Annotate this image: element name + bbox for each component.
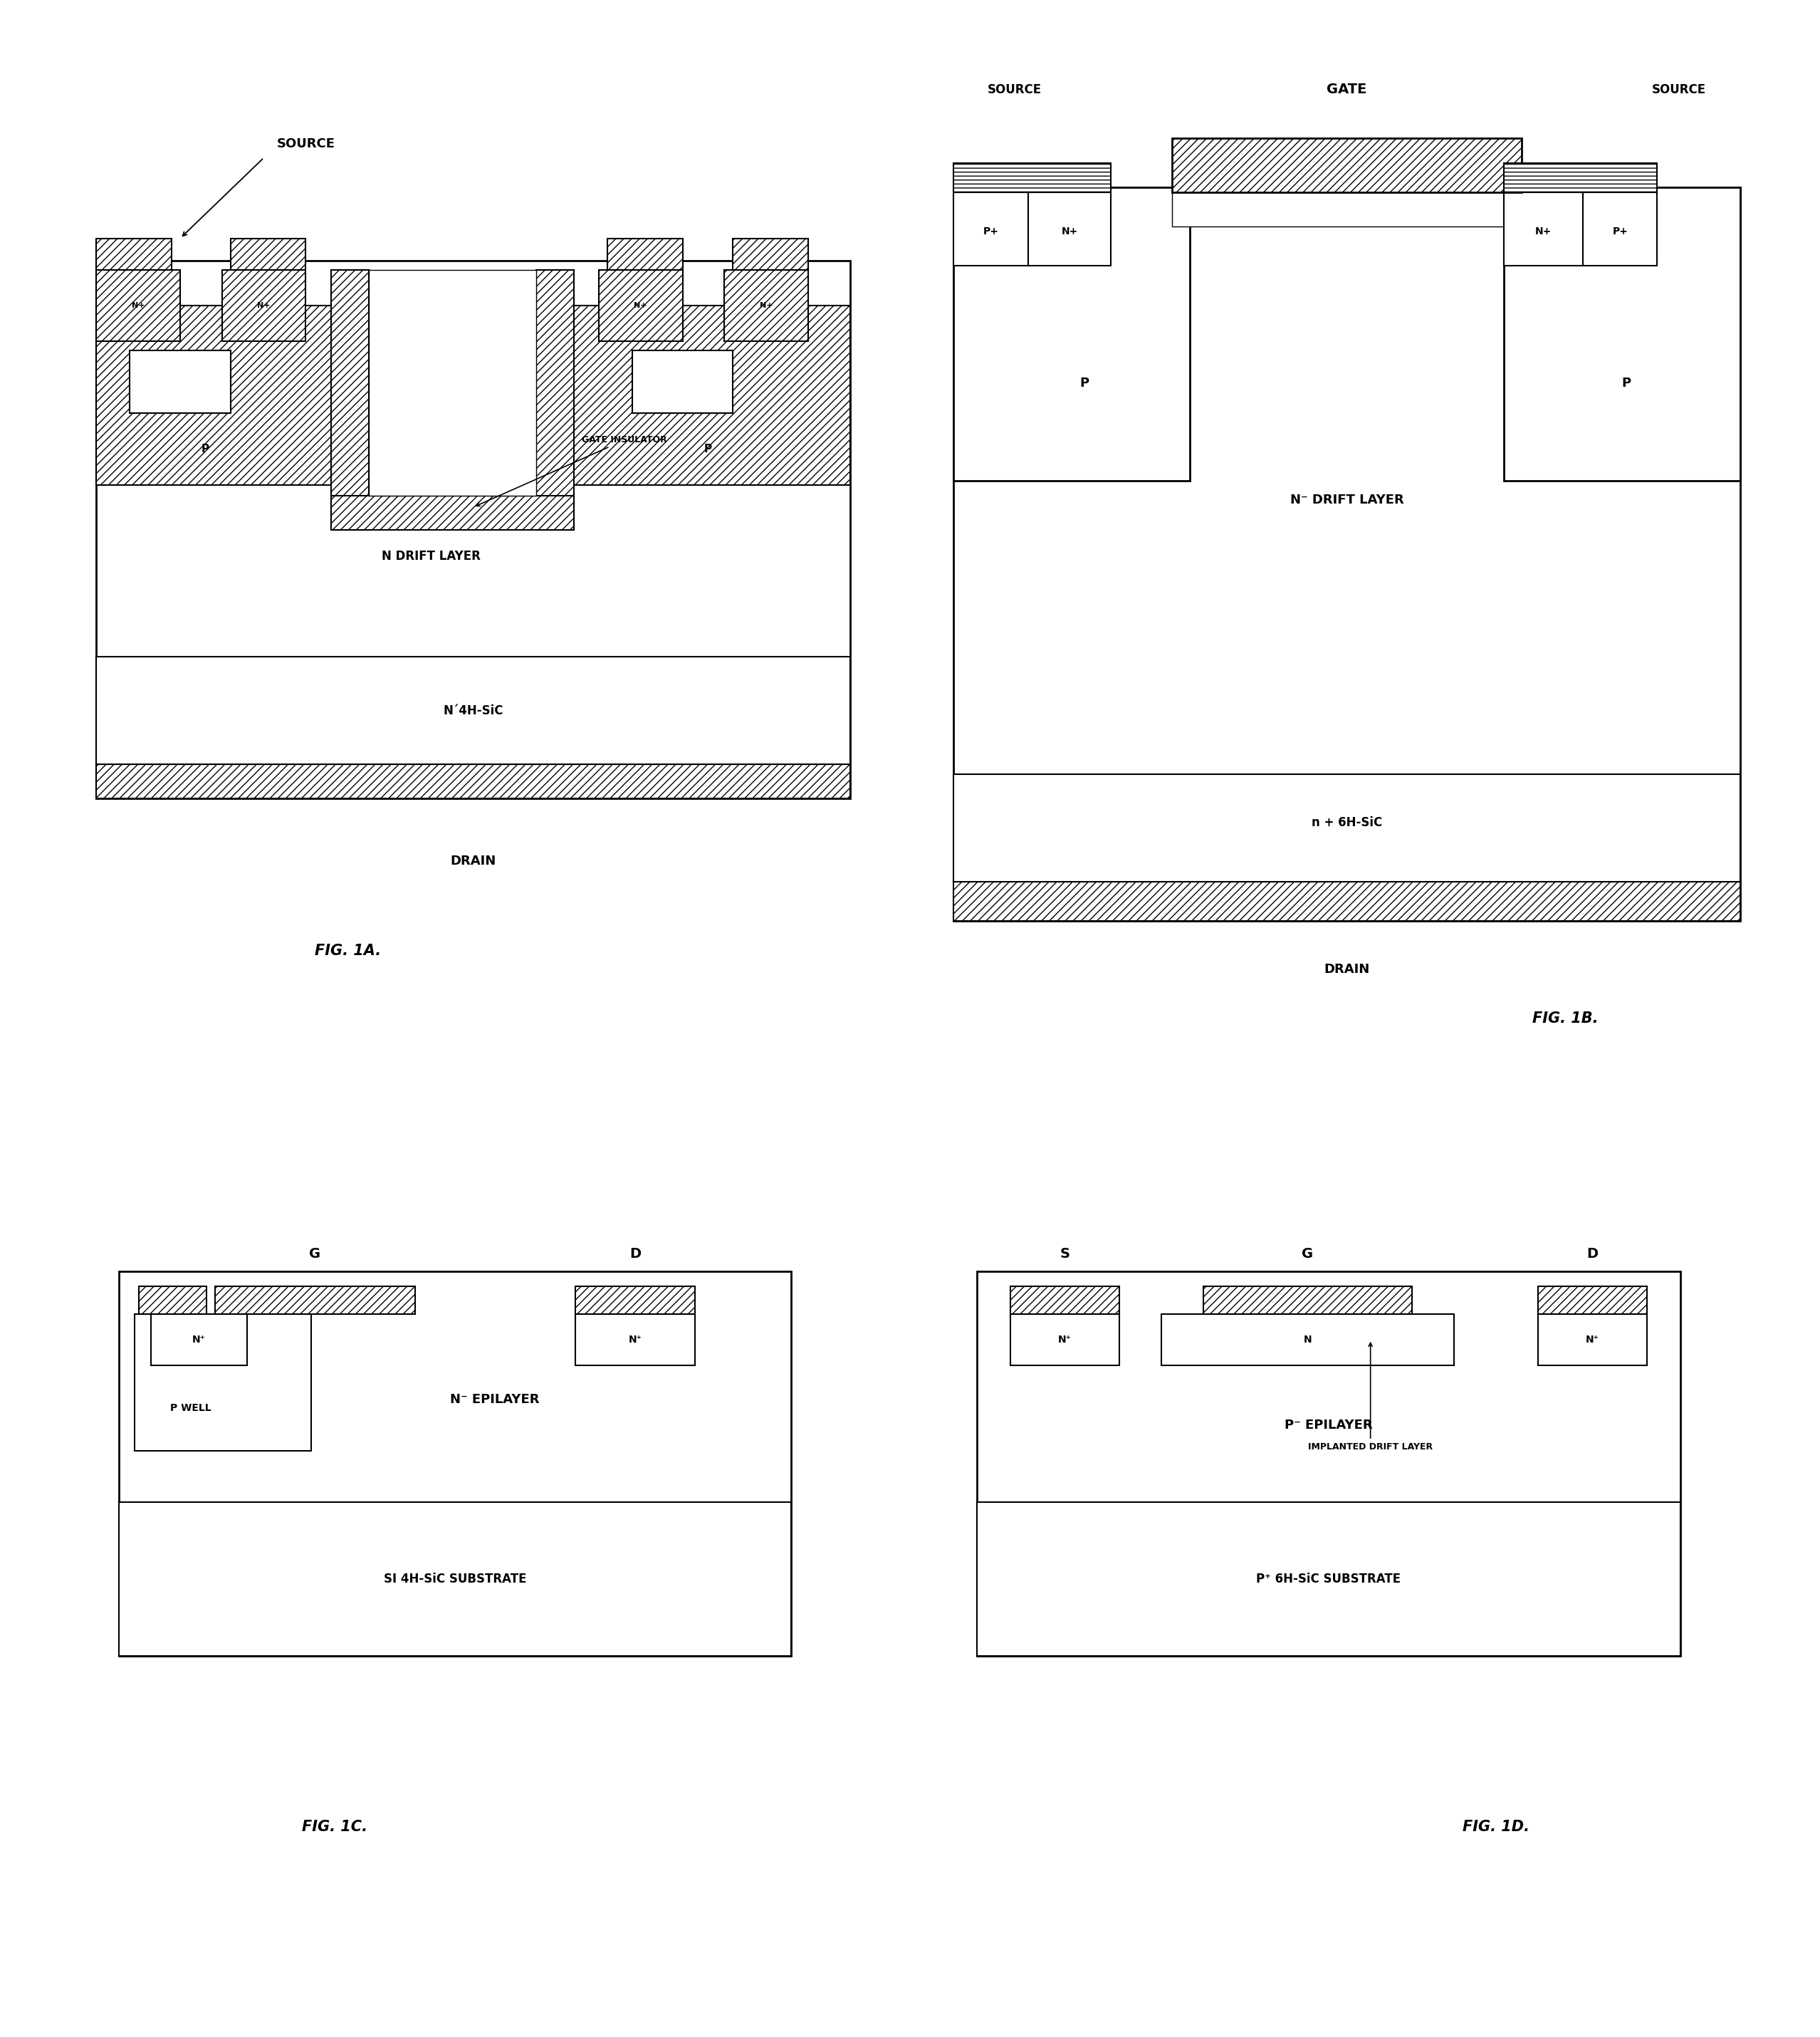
Text: N+: N+	[759, 301, 773, 310]
Bar	[368, 269, 537, 495]
Bar	[138, 1287, 207, 1314]
Text: S: S	[1059, 1247, 1070, 1261]
Bar	[1161, 1314, 1454, 1365]
Bar	[135, 1314, 311, 1450]
Text: FIG. 1C.: FIG. 1C.	[302, 1821, 368, 1833]
Bar	[331, 269, 368, 530]
Bar	[96, 306, 339, 485]
Bar	[575, 1314, 695, 1365]
Text: P⁻ EPILAYER: P⁻ EPILAYER	[1285, 1418, 1372, 1432]
Bar	[954, 163, 1110, 191]
Bar	[118, 1501, 792, 1656]
Text: P+: P+	[1613, 226, 1629, 236]
Text: N⁺: N⁺	[1057, 1334, 1072, 1344]
Bar	[1538, 1287, 1647, 1314]
Bar	[954, 774, 1740, 882]
Text: P+: P+	[175, 379, 186, 385]
Text: DRAIN: DRAIN	[1323, 964, 1370, 976]
Text: SI 4H-SiC SUBSTRATE: SI 4H-SiC SUBSTRATE	[384, 1573, 526, 1585]
Bar	[733, 238, 808, 269]
Text: SOURCE: SOURCE	[1653, 84, 1705, 96]
Bar	[96, 238, 171, 269]
Bar	[977, 1271, 1680, 1656]
Bar	[96, 261, 850, 799]
Bar	[1503, 187, 1740, 481]
Text: FIG. 1B.: FIG. 1B.	[1532, 1012, 1598, 1025]
Text: P+: P+	[983, 226, 999, 236]
Text: FIG. 1D.: FIG. 1D.	[1463, 1821, 1529, 1833]
Bar	[566, 306, 850, 485]
Text: FIG. 1A.: FIG. 1A.	[315, 943, 380, 957]
Text: N´4H-SiC: N´4H-SiC	[442, 705, 504, 717]
Bar	[977, 1501, 1680, 1656]
Text: GATE: GATE	[1327, 84, 1367, 96]
Bar	[222, 269, 306, 342]
Text: P: P	[1622, 377, 1631, 389]
Bar	[1503, 163, 1656, 191]
Text: IMPLANTED DRIFT LAYER: IMPLANTED DRIFT LAYER	[1309, 1342, 1432, 1452]
Bar	[1503, 191, 1583, 265]
Text: N+: N+	[257, 301, 271, 310]
Bar	[535, 269, 573, 530]
Text: D: D	[1587, 1247, 1598, 1261]
Text: N⁺: N⁺	[1585, 1334, 1600, 1344]
Text: N DRIFT LAYER: N DRIFT LAYER	[382, 550, 480, 562]
Bar	[231, 238, 306, 269]
Text: N⁺: N⁺	[628, 1334, 642, 1344]
Text: n + 6H-SiC: n + 6H-SiC	[1312, 817, 1381, 829]
Bar	[954, 187, 1740, 921]
Text: GATE INSULATOR: GATE INSULATOR	[477, 436, 668, 505]
Text: G: G	[1301, 1247, 1314, 1261]
Bar	[151, 1314, 248, 1365]
Bar	[96, 269, 180, 342]
Text: P: P	[202, 444, 209, 454]
Text: P WELL: P WELL	[171, 1403, 211, 1414]
Text: DRAIN: DRAIN	[450, 856, 497, 868]
Text: P: P	[704, 444, 712, 454]
Bar	[608, 238, 682, 269]
Bar	[575, 1287, 695, 1314]
Bar	[129, 350, 231, 414]
Bar	[1010, 1314, 1119, 1365]
Text: N+: N+	[1061, 226, 1077, 236]
Bar	[1172, 191, 1522, 226]
Bar	[1172, 139, 1522, 191]
Text: P⁺ 6H-SiC SUBSTRATE: P⁺ 6H-SiC SUBSTRATE	[1256, 1573, 1401, 1585]
Text: N: N	[1303, 1334, 1312, 1344]
Bar	[1028, 191, 1110, 265]
Bar	[1583, 191, 1656, 265]
Bar	[954, 187, 1190, 481]
Text: P: P	[1079, 377, 1090, 389]
Text: D: D	[630, 1247, 641, 1261]
Text: P+: P+	[677, 379, 688, 385]
Text: N+: N+	[131, 301, 146, 310]
Text: N⁻ DRIFT LAYER: N⁻ DRIFT LAYER	[1290, 493, 1403, 507]
Text: N+: N+	[1534, 226, 1552, 236]
Bar	[118, 1271, 792, 1656]
Bar	[599, 269, 682, 342]
Bar	[96, 764, 850, 799]
Bar	[1010, 1287, 1119, 1314]
Bar	[724, 269, 808, 342]
Bar	[96, 656, 850, 764]
Bar	[632, 350, 733, 414]
Text: N⁺: N⁺	[193, 1334, 206, 1344]
Bar	[1203, 1287, 1412, 1314]
Bar	[954, 882, 1740, 921]
Text: N+: N+	[633, 301, 648, 310]
Text: SOURCE: SOURCE	[988, 84, 1041, 96]
Text: G: G	[309, 1247, 320, 1261]
Bar	[954, 191, 1028, 265]
Text: N⁻ EPILAYER: N⁻ EPILAYER	[450, 1393, 541, 1406]
Bar	[1538, 1314, 1647, 1365]
Text: SOURCE: SOURCE	[277, 139, 335, 151]
Bar	[331, 495, 573, 530]
Bar	[215, 1287, 415, 1314]
